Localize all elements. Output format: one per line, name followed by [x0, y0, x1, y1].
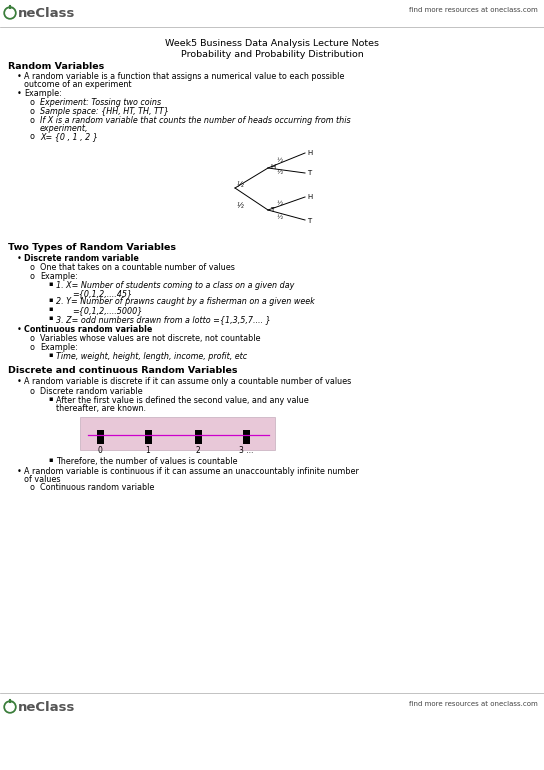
Text: 0: 0	[97, 446, 102, 455]
Text: o: o	[30, 272, 35, 281]
Text: o: o	[30, 132, 35, 141]
Text: H: H	[307, 150, 312, 156]
Text: neClass: neClass	[18, 7, 76, 20]
Text: A random variable is continuous if it can assume an unaccountably infinite numbe: A random variable is continuous if it ca…	[24, 467, 359, 476]
Text: o: o	[30, 334, 35, 343]
Text: A random variable is discrete if it can assume only a countable number of values: A random variable is discrete if it can …	[24, 377, 351, 386]
Text: One that takes on a countable number of values: One that takes on a countable number of …	[40, 263, 235, 272]
Text: Two Types of Random Variables: Two Types of Random Variables	[8, 243, 176, 252]
Text: Therefore, the number of values is countable: Therefore, the number of values is count…	[56, 457, 238, 466]
Text: •: •	[17, 325, 22, 334]
Text: 3. Z= odd numbers drawn from a lotto ={1,3,5,7.... }: 3. Z= odd numbers drawn from a lotto ={1…	[56, 315, 270, 324]
Text: Discrete random variable: Discrete random variable	[24, 254, 139, 263]
Bar	[96, 430, 103, 444]
Text: ▪: ▪	[48, 352, 53, 358]
Text: Variables whose values are not discrete, not countable: Variables whose values are not discrete,…	[40, 334, 261, 343]
Circle shape	[6, 703, 14, 711]
Text: o: o	[30, 483, 35, 492]
Bar	[80, 417, 275, 450]
Text: ▪: ▪	[48, 306, 53, 312]
Text: o: o	[30, 107, 35, 116]
Text: ½: ½	[237, 203, 244, 209]
Text: •: •	[17, 377, 22, 386]
Text: T: T	[307, 218, 311, 224]
Text: Example:: Example:	[40, 343, 78, 352]
Text: ½: ½	[277, 158, 283, 163]
Text: experiment,: experiment,	[40, 124, 89, 133]
Text: thereafter, are known.: thereafter, are known.	[56, 404, 146, 413]
Bar	[145, 430, 151, 444]
Text: find more resources at oneclass.com: find more resources at oneclass.com	[409, 701, 538, 707]
Text: •: •	[17, 72, 22, 81]
Text: o: o	[30, 387, 35, 396]
Text: T: T	[270, 207, 274, 213]
Text: •: •	[17, 254, 22, 263]
Text: ▪: ▪	[48, 457, 53, 463]
Text: Discrete and continuous Random Variables: Discrete and continuous Random Variables	[8, 366, 238, 375]
Text: If X is a random variable that counts the number of heads occurring from this: If X is a random variable that counts th…	[40, 116, 351, 125]
Text: Discrete random variable: Discrete random variable	[40, 387, 143, 396]
Bar	[195, 430, 201, 444]
Bar	[243, 430, 250, 444]
Text: ▪: ▪	[48, 281, 53, 287]
Text: ½: ½	[277, 215, 283, 220]
Text: ½: ½	[237, 182, 244, 188]
Text: 2: 2	[196, 446, 200, 455]
Text: ½: ½	[277, 201, 283, 206]
Text: ½: ½	[277, 170, 283, 175]
Text: Continuous random variable: Continuous random variable	[40, 483, 154, 492]
Text: A random variable is a function that assigns a numerical value to each possible: A random variable is a function that ass…	[24, 72, 344, 81]
Text: neClass: neClass	[18, 701, 76, 714]
Text: 1. X= Number of students coming to a class on a given day: 1. X= Number of students coming to a cla…	[56, 281, 294, 290]
Text: 3 ...: 3 ...	[239, 446, 253, 455]
Text: o: o	[30, 263, 35, 272]
Text: ={0,1,2,....5000}: ={0,1,2,....5000}	[72, 306, 143, 315]
Text: Example:: Example:	[40, 272, 78, 281]
Text: Experiment: Tossing two coins: Experiment: Tossing two coins	[40, 98, 161, 107]
Text: Example:: Example:	[24, 89, 62, 98]
Text: •: •	[17, 89, 22, 98]
Text: ▪: ▪	[48, 396, 53, 402]
Text: After the first value is defined the second value, and any value: After the first value is defined the sec…	[56, 396, 309, 405]
Text: Sample space: {HH, HT, TH, TT}: Sample space: {HH, HT, TH, TT}	[40, 107, 169, 116]
Text: •: •	[17, 467, 22, 476]
Circle shape	[6, 8, 14, 17]
Text: Probability and Probability Distribution: Probability and Probability Distribution	[181, 50, 363, 59]
Text: of values: of values	[24, 475, 60, 484]
Text: X= {0 , 1 , 2 }: X= {0 , 1 , 2 }	[40, 132, 98, 141]
Circle shape	[4, 7, 16, 19]
Text: 2. Y= Number of prawns caught by a fisherman on a given week: 2. Y= Number of prawns caught by a fishe…	[56, 297, 315, 306]
Text: find more resources at oneclass.com: find more resources at oneclass.com	[409, 7, 538, 13]
Circle shape	[4, 701, 16, 713]
Text: Continuous random variable: Continuous random variable	[24, 325, 152, 334]
Text: ={0,1,2,....45}: ={0,1,2,....45}	[72, 289, 132, 298]
Text: T: T	[307, 170, 311, 176]
Text: o: o	[30, 116, 35, 125]
Text: H: H	[270, 164, 275, 170]
Text: o: o	[30, 98, 35, 107]
Text: 1: 1	[146, 446, 150, 455]
Text: H: H	[307, 194, 312, 200]
Text: Random Variables: Random Variables	[8, 62, 104, 71]
Text: ▪: ▪	[48, 297, 53, 303]
Text: ▪: ▪	[48, 315, 53, 321]
Text: outcome of an experiment: outcome of an experiment	[24, 80, 132, 89]
Text: Time, weight, height, length, income, profit, etc: Time, weight, height, length, income, pr…	[56, 352, 247, 361]
Text: Week5 Business Data Analysis Lecture Notes: Week5 Business Data Analysis Lecture Not…	[165, 39, 379, 48]
Text: o: o	[30, 343, 35, 352]
